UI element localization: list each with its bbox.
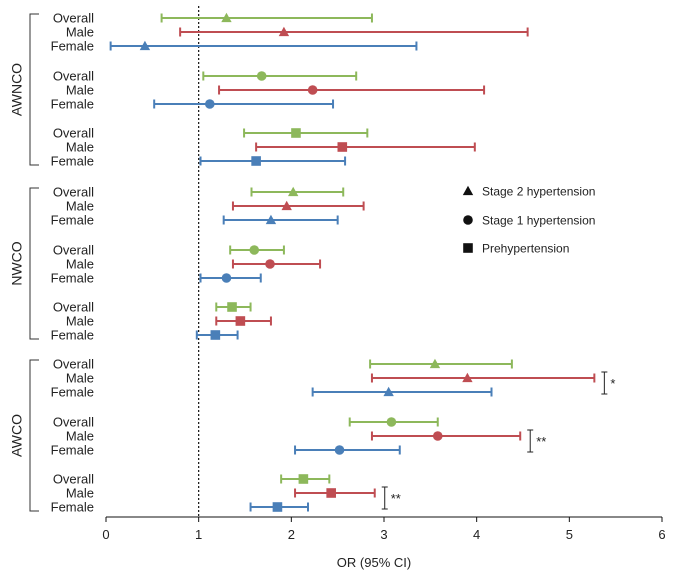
- point-estimate: [335, 445, 345, 455]
- group-label: AWNCO: [9, 63, 25, 116]
- row-label: Male: [66, 429, 94, 444]
- significance-label: **: [536, 434, 546, 449]
- point-estimate: [205, 99, 215, 109]
- row-label: Female: [51, 39, 94, 54]
- row-label: Male: [66, 140, 94, 155]
- row-label: Female: [51, 385, 94, 400]
- row-label: Overall: [53, 69, 94, 84]
- row-label: Female: [51, 97, 94, 112]
- row-label: Male: [66, 257, 94, 272]
- x-tick-label: 0: [102, 527, 109, 542]
- group-label: NWCO: [9, 241, 25, 285]
- row-label: Overall: [53, 185, 94, 200]
- row-label: Overall: [53, 415, 94, 430]
- row-label: Male: [66, 371, 94, 386]
- group-bracket: [30, 14, 39, 165]
- significance-bracket: [527, 430, 533, 452]
- significance-bracket: [601, 372, 607, 394]
- row-label: Female: [51, 271, 94, 286]
- point-estimate: [257, 71, 267, 81]
- point-estimate: [222, 273, 232, 283]
- point-estimate: [433, 431, 443, 441]
- x-tick-label: 2: [288, 527, 295, 542]
- row-label: Female: [51, 213, 94, 228]
- x-tick-label: 5: [566, 527, 573, 542]
- group-bracket: [30, 360, 39, 511]
- point-estimate: [265, 259, 275, 269]
- row-label: Overall: [53, 472, 94, 487]
- row-label: Female: [51, 328, 94, 343]
- point-estimate: [211, 330, 221, 340]
- legend-label: Stage 1 hypertension: [482, 214, 595, 228]
- row-label: Male: [66, 83, 94, 98]
- legend-marker: [463, 215, 473, 225]
- row-label: Female: [51, 500, 94, 515]
- significance-label: *: [610, 376, 615, 391]
- x-tick-label: 3: [380, 527, 387, 542]
- legend-label: Prehypertension: [482, 242, 569, 256]
- row-label: Male: [66, 25, 94, 40]
- group-bracket: [30, 188, 39, 339]
- x-tick-label: 6: [658, 527, 665, 542]
- legend-marker: [463, 243, 473, 253]
- row-label: Overall: [53, 11, 94, 26]
- significance-label: **: [391, 491, 401, 506]
- x-axis-title: OR (95% CI): [337, 555, 411, 570]
- row-label: Female: [51, 443, 94, 458]
- row-label: Male: [66, 314, 94, 329]
- point-estimate: [251, 156, 261, 166]
- legend-marker: [463, 186, 473, 195]
- row-label: Overall: [53, 357, 94, 372]
- x-tick-label: 1: [195, 527, 202, 542]
- row-label: Male: [66, 486, 94, 501]
- row-label: Male: [66, 199, 94, 214]
- point-estimate: [326, 488, 336, 498]
- significance-bracket: [382, 487, 388, 509]
- forest-plot: 0 1 2 3 4 5 6OR (95% CI)AWNCOOverallMaleFemale…: [0, 0, 674, 575]
- point-estimate: [299, 474, 309, 484]
- point-estimate: [227, 302, 237, 312]
- group-label: AWCO: [9, 414, 25, 457]
- row-label: Overall: [53, 243, 94, 258]
- row-label: Overall: [53, 126, 94, 141]
- legend-label: Stage 2 hypertension: [482, 185, 595, 199]
- row-label: Overall: [53, 300, 94, 315]
- point-estimate: [338, 142, 348, 152]
- point-estimate: [249, 245, 259, 255]
- point-estimate: [387, 417, 397, 427]
- point-estimate: [236, 316, 246, 326]
- x-tick-label: 4: [473, 527, 480, 542]
- row-label: Female: [51, 154, 94, 169]
- point-estimate: [291, 128, 301, 138]
- point-estimate: [308, 85, 318, 95]
- point-estimate: [273, 502, 283, 512]
